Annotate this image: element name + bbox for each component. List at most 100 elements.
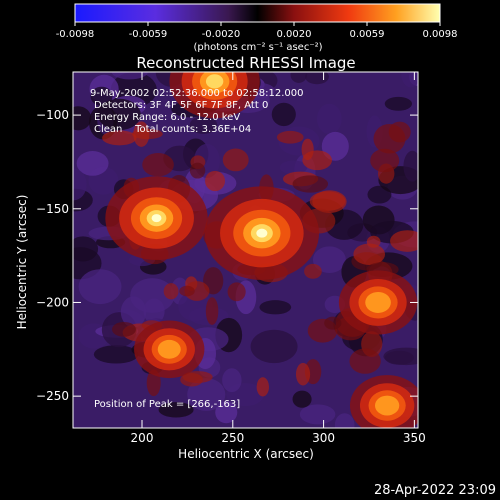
texture-blob-red — [301, 138, 314, 161]
emission-source — [169, 72, 260, 119]
y-tick-label: −200 — [36, 295, 69, 309]
emission-contour — [365, 291, 391, 313]
colorbar-tick-label: 0.0059 — [350, 29, 385, 40]
texture-blob — [215, 401, 238, 424]
texture-blob-red — [112, 321, 136, 337]
texture-blob — [317, 103, 342, 135]
texture-blob-red — [349, 348, 381, 374]
texture-blob-red — [205, 297, 219, 325]
texture-blob — [334, 413, 355, 428]
texture-blob — [250, 329, 298, 364]
texture-blob — [189, 115, 218, 134]
chart-title: Reconstructed RHESSI Image — [136, 54, 355, 72]
texture-blob — [290, 72, 308, 83]
texture-blob-red — [142, 153, 174, 177]
emission-contour — [157, 339, 181, 359]
plot-frame — [72, 71, 419, 429]
texture-blob — [73, 168, 87, 201]
y-tick-label: −150 — [36, 202, 69, 216]
colorbar: -0.0098 -0.0059 -0.0020 0.0020 0.0059 0.0098 … — [56, 3, 458, 53]
colorbar-tick-label: -0.0059 — [129, 29, 168, 40]
emission-contour — [151, 214, 162, 223]
texture-blob-red — [205, 170, 226, 192]
texture-blob-red — [276, 130, 304, 144]
x-tick-label: 200 — [131, 431, 154, 445]
texture-blob — [279, 160, 308, 175]
colorbar-tick-label: -0.0098 — [56, 29, 95, 40]
x-tick-label: 300 — [312, 431, 335, 445]
peak-position-label: Position of Peak = [266,-163] — [94, 399, 240, 410]
colorbar-gradient — [74, 3, 441, 23]
y-tick-label: −250 — [36, 389, 69, 403]
colorbar-tick-label: 0.0020 — [277, 29, 312, 40]
texture-blob — [292, 390, 312, 408]
info-clean-counts: Clean Total counts: 3.36E+04 — [94, 124, 251, 135]
texture-blob-red — [353, 243, 386, 265]
colorbar-tick-label: -0.0020 — [202, 29, 241, 40]
texture-blob — [78, 269, 122, 305]
texture-blob — [384, 96, 413, 111]
texture-blob — [73, 236, 99, 262]
texture-blob-red — [388, 121, 411, 143]
texture-blob-red — [102, 130, 137, 146]
texture-blob-red — [180, 372, 203, 387]
emission-source — [349, 375, 418, 428]
info-time-range: 9-May-2002 02:52:36.000 to 02:58:12.000 — [90, 88, 303, 99]
texture-blob — [97, 98, 141, 131]
texture-blob-red — [227, 282, 246, 302]
emission-source — [134, 320, 205, 379]
texture-blob — [90, 86, 113, 106]
colorbar-tick-label: 0.0098 — [423, 29, 458, 40]
texture-blob-red — [370, 148, 400, 173]
texture-blob-red — [184, 281, 210, 301]
x-tick-label: 350 — [403, 431, 426, 445]
emission-source — [204, 186, 320, 280]
texture-blob-red — [222, 148, 249, 172]
texture-blob — [187, 378, 226, 411]
axes: 200 250 300 350 −100 −150 −200 −250 — [36, 72, 426, 445]
texture-blob-red — [309, 191, 346, 211]
texture-blob — [312, 246, 346, 274]
texture-blob — [271, 102, 296, 127]
y-axis-label: Heliocentric Y (arcsec) — [15, 195, 29, 330]
texture-blob-red — [256, 377, 270, 397]
texture-blob — [305, 72, 329, 85]
texture-blob — [259, 300, 292, 315]
texture-blob — [299, 404, 336, 425]
x-tick-label: 250 — [221, 431, 244, 445]
timestamp: 28-Apr-2022 23:09 — [374, 483, 496, 498]
emission-contour — [374, 395, 400, 416]
emission-contour — [256, 228, 268, 238]
texture-blob-red — [324, 316, 342, 330]
texture-blob — [158, 402, 194, 418]
texture-blob-red — [133, 121, 150, 147]
emission-source — [338, 270, 418, 335]
emission-sources — [105, 72, 418, 428]
texture-blob — [73, 106, 92, 131]
info-detectors: Detectors: 3F 4F 5F 6F 7F 8F, Att 0 — [94, 100, 268, 111]
texture-blob — [321, 131, 349, 161]
info-block: 9-May-2002 02:52:36.000 to 02:58:12.000 … — [90, 88, 303, 135]
texture-blob — [111, 72, 148, 80]
x-axis-label: Heliocentric X (arcsec) — [178, 447, 314, 461]
texture-blob-red — [304, 263, 322, 279]
texture-blob — [401, 72, 418, 88]
texture-blob — [383, 347, 418, 366]
plot-image — [73, 72, 418, 428]
texture-blob — [76, 151, 109, 176]
colorbar-ticks: -0.0098 -0.0059 -0.0020 0.0020 0.0059 0.0098 — [56, 22, 458, 40]
texture-blob — [93, 345, 139, 364]
texture-blob-red — [390, 230, 418, 252]
emission-contour — [205, 74, 224, 89]
emission-source — [105, 176, 208, 261]
texture-blob — [403, 150, 418, 182]
texture-blob-red — [295, 362, 311, 386]
texture-blob-red — [179, 285, 195, 297]
texture-blob-red — [292, 175, 329, 193]
texture-blob — [222, 368, 242, 393]
texture-blob — [120, 296, 147, 328]
y-tick-label: −100 — [36, 108, 69, 122]
info-energy-range: Energy Range: 6.0 - 12.0 keV — [94, 112, 240, 123]
texture-blob-red — [189, 162, 206, 179]
